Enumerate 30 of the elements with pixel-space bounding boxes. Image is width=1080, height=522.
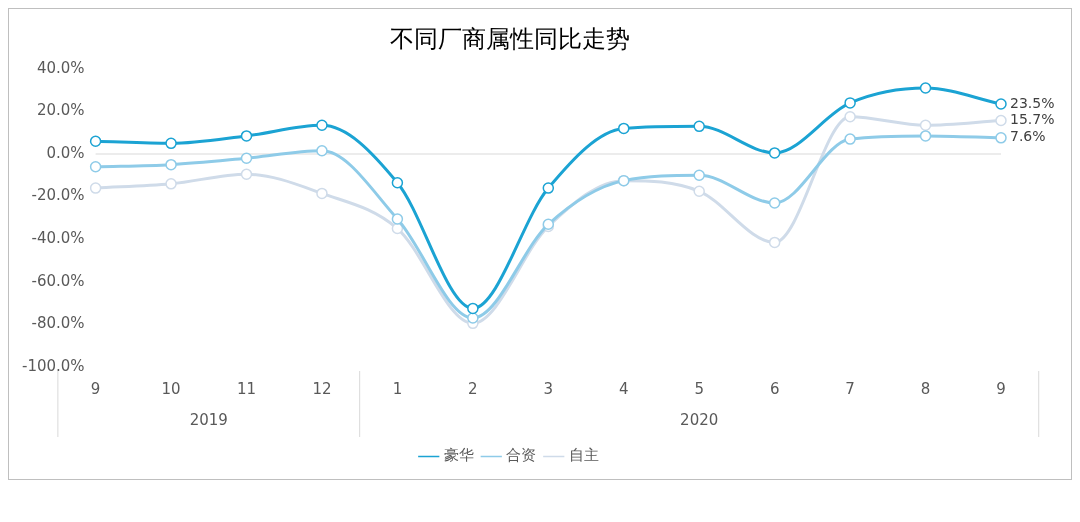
legend-label: 合资 — [506, 446, 537, 465]
x-tick-label: 11 — [236, 379, 257, 398]
x-tick-label: 9 — [90, 379, 101, 398]
data-label: 7.6% — [1010, 128, 1046, 145]
y-tick-label: -60.0% — [31, 271, 85, 290]
y-tick-label: -40.0% — [31, 229, 85, 248]
y-tick-label: -80.0% — [31, 314, 85, 333]
y-tick-label: 40.0% — [36, 58, 85, 77]
text: 2019 — [189, 410, 228, 429]
y-tick-label: -100.0% — [22, 356, 85, 375]
x-tick-label: 10 — [161, 379, 181, 398]
y-tick-label: -20.0% — [31, 186, 85, 205]
chart-title: 不同厂商属性同比走势 — [390, 24, 630, 53]
x-tick-label: 1 — [392, 379, 403, 398]
legend-label: 豪华 — [443, 446, 474, 465]
data-label: 23.5% — [1010, 94, 1055, 111]
x-tick-label: 7 — [845, 379, 855, 398]
x-tick-label: 8 — [920, 379, 931, 398]
legend-label: 自主 — [568, 446, 599, 465]
text: 2020 — [680, 410, 719, 429]
x-tick-label: 2 — [468, 379, 478, 398]
x-tick-label: 12 — [312, 379, 332, 398]
y-tick-label: 20.0% — [36, 101, 85, 120]
y-tick-label: 0.0% — [46, 143, 85, 162]
x-tick-label: 9 — [996, 379, 1006, 398]
x-tick-label: 5 — [694, 379, 704, 398]
data-label: 15.7% — [1010, 111, 1055, 128]
x-tick-label: 3 — [543, 379, 554, 398]
x-tick-label: 4 — [618, 379, 629, 398]
x-tick-label: 6 — [769, 379, 780, 398]
